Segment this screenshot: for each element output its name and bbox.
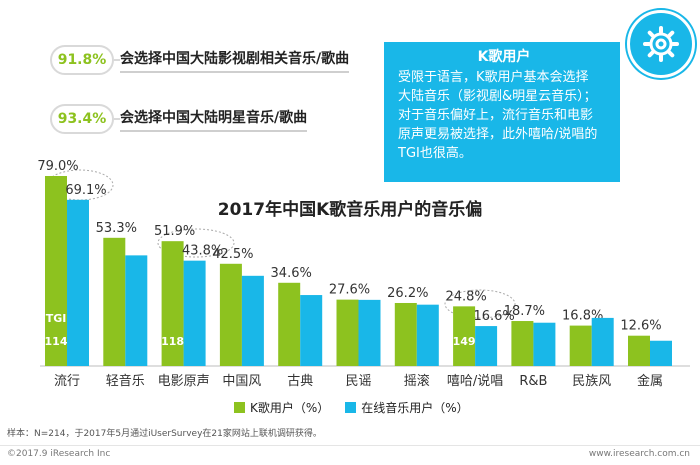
chart-title: 2017年中国K歌音乐用户的音乐偏 xyxy=(217,200,483,220)
gear-icon xyxy=(627,10,695,78)
bar-k-song xyxy=(103,237,126,366)
data-label: 51.9% xyxy=(154,224,195,239)
bar-k-song xyxy=(278,282,301,366)
category-label: 摇滚 xyxy=(404,373,430,389)
chart-legend: K歌用户（%） 在线音乐用户（%） xyxy=(234,399,485,416)
stat-row-2: 93.4% 会选择中国大陆明星音乐/歌曲 xyxy=(50,102,308,136)
category-label: R&B xyxy=(519,374,547,389)
category-label: 民族风 xyxy=(572,373,611,389)
tgi-value: 114 xyxy=(45,335,68,348)
bar-online-music xyxy=(125,255,148,366)
data-label: 12.6% xyxy=(620,319,661,334)
sample-note: 样本：N=214，于2017年5月通过iUserSurvey在21家网站上联机调… xyxy=(7,429,322,439)
stat-value-2: 93.4% xyxy=(50,104,114,134)
tgi-value: 118 xyxy=(161,335,184,348)
bar-online-music xyxy=(591,317,614,366)
bar-online-music xyxy=(67,199,89,366)
legend-swatch-online xyxy=(345,402,357,413)
bar-online-music xyxy=(533,322,556,366)
highlight-ellipse xyxy=(157,228,235,258)
info-box-body: 受限于语言，K歌用户基本会选择 大陆音乐（影视剧&明星云音乐）； 对于音乐偏好上… xyxy=(398,68,610,163)
copyright: ©2017.9 iResearch Inc xyxy=(7,449,111,459)
info-line: TGI也很高。 xyxy=(398,146,472,161)
category-label: 轻音乐 xyxy=(106,373,145,389)
data-label: 69.1% xyxy=(65,183,106,198)
data-label: 42.5% xyxy=(212,247,253,262)
category-label: 古典 xyxy=(287,374,313,389)
bar-chart: 79.0% 69.1% 流行 TGI 114 53.3% 轻音乐 51.9% 43.8% 电影原声… xyxy=(37,159,690,389)
data-label: 27.6% xyxy=(329,283,370,298)
category-label: 金属 xyxy=(637,373,663,389)
footer-divider xyxy=(0,445,700,446)
data-label: 18.7% xyxy=(504,304,545,319)
category-label: 流行 xyxy=(54,374,80,389)
bar-k-song xyxy=(336,299,359,366)
legend-item-online: 在线音乐用户（%） xyxy=(345,399,469,416)
info-box-title: K歌用户 xyxy=(477,49,531,65)
bar-k-song xyxy=(45,176,67,366)
highlight-ellipse xyxy=(444,289,516,319)
bar-k-song xyxy=(628,335,650,366)
data-label: 26.2% xyxy=(387,286,428,301)
data-label: 24.8% xyxy=(445,289,486,304)
bar-online-music xyxy=(300,295,323,366)
stat-connector xyxy=(114,118,120,120)
stat-text-1: 会选择中国大陆影视剧相关音乐/歌曲 xyxy=(120,48,350,73)
category-label: 嘻哈/说唱 xyxy=(447,374,503,389)
bar-k-song xyxy=(569,325,592,366)
category-label: 电影原声 xyxy=(158,374,210,389)
bar-k-song xyxy=(161,241,184,366)
bar-online-music xyxy=(650,340,672,366)
category-label: 民谣 xyxy=(345,374,371,389)
data-label: 34.6% xyxy=(271,266,312,281)
bar-online-music xyxy=(475,326,498,366)
stat-text-2: 会选择中国大陆明星音乐/歌曲 xyxy=(120,107,308,132)
legend-label-k: K歌用户（%） xyxy=(250,401,330,415)
tgi-value: 149 xyxy=(453,335,476,348)
info-box: K歌用户 受限于语言，K歌用户基本会选择 大陆音乐（影视剧&明星云音乐）； 对于… xyxy=(384,42,620,182)
bar-k-song xyxy=(219,263,242,366)
bar-k-song xyxy=(394,302,417,366)
legend-swatch-k xyxy=(234,402,245,413)
bar-online-music xyxy=(241,275,264,366)
data-label: 53.3% xyxy=(96,221,137,236)
stat-row-1: 91.8% 会选择中国大陆影视剧相关音乐/歌曲 xyxy=(50,43,350,77)
info-line: 大陆音乐（影视剧&明星云音乐）； xyxy=(398,89,597,104)
website: www.iresearch.com.cn xyxy=(588,449,690,459)
category-label: 中国风 xyxy=(222,374,261,389)
stat-value-1: 91.8% xyxy=(50,45,114,75)
stat-connector xyxy=(114,59,120,61)
legend-item-k: K歌用户（%） xyxy=(234,399,329,416)
legend-label-online: 在线音乐用户（%） xyxy=(361,401,469,415)
info-line: 受限于语言，K歌用户基本会选择 xyxy=(398,70,589,85)
bar-k-song xyxy=(511,321,534,366)
data-label: 43.8% xyxy=(182,244,223,259)
bar-k-song xyxy=(453,306,476,366)
info-line: 对于音乐偏好上，流行音乐和电影 xyxy=(398,108,594,123)
info-line: 原声更易被选择，此外嘻哈/说唱的 xyxy=(398,127,598,142)
bar-online-music xyxy=(183,260,206,366)
tgi-label: TGI xyxy=(46,312,67,325)
bar-online-music xyxy=(358,299,381,366)
data-label: 16.6% xyxy=(473,309,514,324)
bar-online-music xyxy=(416,304,439,366)
data-label: 79.0% xyxy=(37,159,78,174)
